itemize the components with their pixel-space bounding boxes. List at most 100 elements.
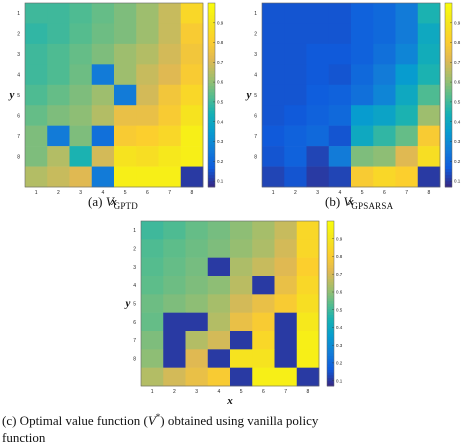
colorbar-segment	[327, 229, 334, 233]
colorbar-segment	[445, 49, 452, 53]
colorbar-tick-label: 0.3	[336, 343, 343, 348]
heatmap-cell	[114, 84, 137, 106]
heatmap-cell	[296, 221, 320, 240]
x-tick-label: 2	[294, 190, 297, 196]
colorbar-tick-label: 0.6	[217, 80, 224, 85]
x-tick-label: 5	[124, 190, 127, 196]
heatmap-cell	[373, 105, 396, 126]
colorbar-segment	[208, 168, 215, 173]
colorbar-segment	[445, 122, 452, 127]
colorbar-segment	[445, 156, 452, 160]
heatmap-cell	[373, 146, 396, 167]
heatmap-cell	[252, 239, 275, 258]
colorbar-segment	[445, 150, 452, 154]
heatmap-cell	[274, 221, 298, 240]
colorbar-segment	[327, 300, 334, 304]
heatmap-cell	[114, 146, 137, 167]
colorbar-segment	[445, 128, 452, 133]
colorbar-segment	[445, 58, 452, 62]
colorbar-tick-label: 0.2	[336, 361, 343, 366]
heatmap-cell	[158, 3, 182, 24]
y-tick-label: 2	[17, 32, 20, 38]
heatmap-cell	[274, 367, 298, 387]
colorbar-segment	[327, 322, 334, 326]
heatmap-cell	[296, 331, 320, 350]
colorbar-segment	[208, 91, 215, 96]
heatmap-cell	[351, 43, 374, 65]
colorbar-tick-label: 0.1	[217, 179, 224, 184]
heatmap-cell	[252, 294, 275, 313]
heatmap-cell	[230, 331, 253, 350]
colorbar-segment	[327, 342, 334, 346]
colorbar-segment	[327, 278, 334, 282]
heatmap-cell	[395, 125, 419, 147]
x-tick-label: 1	[272, 190, 275, 196]
colorbar-segment	[208, 183, 215, 188]
x-tick-label: 3	[316, 190, 319, 196]
colorbar-segment	[327, 248, 334, 252]
colorbar-segment	[208, 128, 215, 133]
heatmap-cell	[395, 166, 419, 188]
heatmap-cell	[296, 257, 320, 277]
colorbar-segment	[327, 347, 334, 351]
heatmap-cell	[69, 23, 93, 45]
colorbar-segment	[445, 101, 452, 105]
colorbar-segment	[327, 298, 334, 302]
colorbar-segment	[445, 95, 452, 99]
colorbar-tick-label: 0.6	[336, 290, 343, 295]
colorbar-tick-label: 0.7	[454, 60, 461, 65]
heatmap-cell	[328, 125, 352, 147]
heatmap-cell	[114, 43, 137, 65]
colorbar-segment	[208, 180, 215, 185]
heatmap-cell	[373, 166, 396, 188]
heatmap-cell	[180, 64, 204, 86]
heatmap-cell	[262, 84, 285, 106]
heatmap-cell	[306, 125, 330, 147]
heatmap-cell	[25, 3, 48, 24]
colorbar-segment	[445, 15, 452, 19]
colorbar-segment	[445, 55, 452, 59]
colorbar-segment	[208, 15, 215, 19]
heatmap-cell	[141, 312, 164, 332]
y-axis-label: y	[124, 298, 131, 310]
colorbar-segment	[327, 350, 334, 354]
colorbar-segment	[208, 27, 215, 31]
colorbar-segment	[208, 82, 215, 87]
heatmap-cell	[395, 43, 419, 65]
colorbar-segment	[208, 76, 215, 81]
heatmap-cell	[306, 43, 330, 65]
heatmap-cell	[284, 84, 307, 106]
heatmap-cell	[262, 125, 285, 147]
heatmap-cell	[163, 294, 186, 313]
heatmap-cell	[69, 3, 93, 24]
x-tick-label: 6	[146, 190, 149, 196]
heatmap-cell	[373, 23, 396, 45]
colorbar-segment	[327, 287, 334, 291]
colorbar-segment	[208, 122, 215, 127]
y-tick-label: 7	[17, 134, 20, 140]
colorbar-segment	[327, 221, 334, 225]
heatmap-cell	[284, 105, 307, 126]
heatmap-cell	[395, 146, 419, 167]
heatmap-cell	[158, 64, 182, 86]
colorbar-segment	[445, 171, 452, 176]
colorbar-segment	[327, 292, 334, 296]
heatmap-cell	[136, 84, 159, 106]
heatmap-cell	[91, 105, 115, 126]
heatmap-cell	[252, 312, 275, 332]
colorbar-segment	[327, 226, 334, 230]
colorbar-frame	[444, 2, 453, 188]
y-tick-label: 4	[17, 73, 20, 79]
heatmap-cell	[141, 349, 164, 368]
x-tick-label: 7	[168, 190, 171, 196]
heatmap-cell	[158, 146, 182, 167]
colorbar-segment	[208, 162, 215, 166]
heatmap-cell	[274, 312, 298, 332]
heatmap-cell	[207, 367, 231, 387]
colorbar-segment	[445, 159, 452, 163]
heatmap-cell	[306, 23, 330, 45]
plot-frame	[261, 2, 441, 188]
y-tick-label: 2	[254, 32, 257, 38]
heatmap-cell	[328, 105, 352, 126]
